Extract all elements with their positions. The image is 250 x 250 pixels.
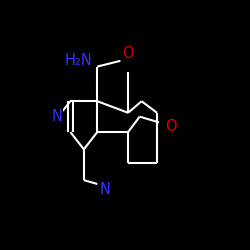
Text: N: N (52, 109, 62, 124)
Text: O: O (122, 46, 134, 60)
Text: N: N (100, 182, 110, 197)
Text: H₂N: H₂N (64, 53, 92, 68)
Text: O: O (165, 119, 176, 134)
